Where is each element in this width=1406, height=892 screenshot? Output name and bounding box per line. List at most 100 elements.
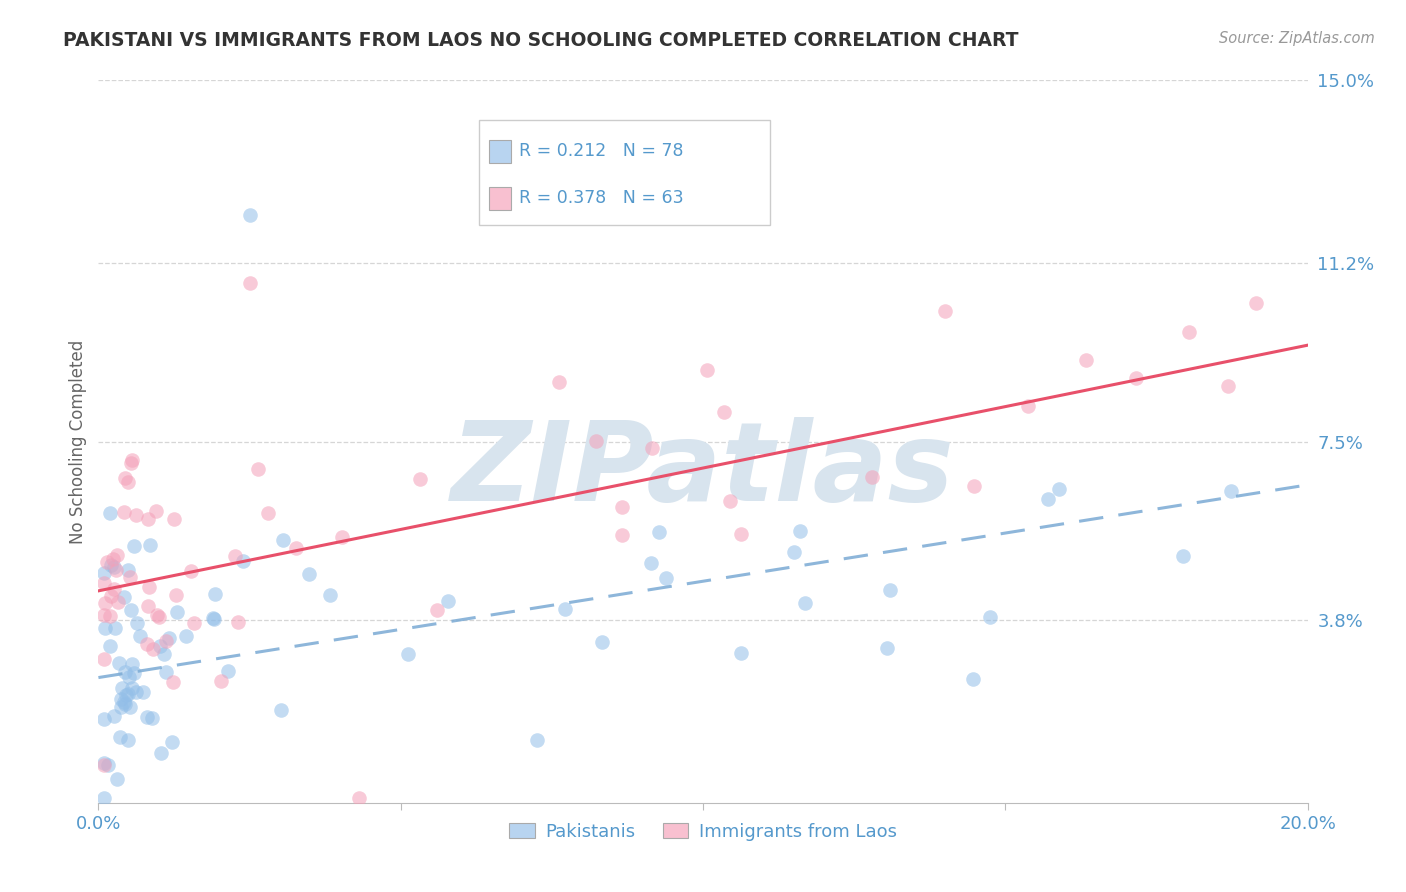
Point (232, 554, 254, 568)
Y-axis label: No Schooling Completed: No Schooling Completed (69, 340, 87, 543)
Point (110, 691, 132, 706)
Point (149, 746, 172, 760)
Point (115, 688, 138, 702)
Point (696, 362, 718, 376)
Point (409, 473, 432, 487)
Point (103, 709, 125, 723)
Point (330, 530, 353, 544)
Point (122, 665, 145, 680)
Point (319, 588, 342, 602)
Point (1076, 353, 1098, 368)
Point (93, 576, 115, 591)
Point (1244, 296, 1267, 310)
Point (713, 405, 735, 419)
Point (98, 506, 121, 520)
Point (284, 541, 307, 555)
Bar (489, 187, 510, 211)
Point (163, 512, 186, 526)
Point (396, 648, 419, 662)
Point (103, 582, 125, 596)
Point (1216, 379, 1239, 393)
Point (548, 376, 571, 390)
Point (640, 556, 662, 570)
Point (105, 772, 128, 786)
Point (97, 758, 120, 772)
Point (793, 596, 815, 610)
Point (157, 631, 180, 645)
Point (160, 735, 183, 749)
Point (298, 567, 321, 582)
Point (204, 587, 226, 601)
Point (121, 452, 143, 467)
Point (180, 564, 202, 578)
Point (105, 563, 128, 577)
Point (963, 478, 986, 492)
Point (145, 607, 167, 622)
Point (93, 757, 115, 772)
Point (93, 607, 115, 622)
Point (876, 641, 898, 656)
Point (226, 615, 249, 629)
Text: Source: ZipAtlas.com: Source: ZipAtlas.com (1219, 31, 1375, 46)
Point (114, 665, 136, 679)
Point (93, 791, 115, 805)
Point (114, 471, 136, 485)
Point (201, 611, 224, 625)
Point (270, 703, 292, 717)
Point (132, 685, 155, 699)
Point (962, 672, 984, 686)
Point (1171, 549, 1194, 563)
Legend: Pakistanis, Immigrants from Laos: Pakistanis, Immigrants from Laos (502, 815, 904, 848)
Point (152, 647, 174, 661)
Point (120, 602, 142, 616)
Point (526, 733, 548, 747)
Point (1125, 370, 1147, 384)
Point (934, 304, 956, 318)
Point (148, 609, 170, 624)
Point (117, 687, 139, 701)
Point (112, 590, 135, 604)
Text: R = 0.212   N = 78: R = 0.212 N = 78 (519, 142, 683, 160)
Point (93, 596, 115, 610)
Point (93, 566, 115, 580)
Point (1036, 492, 1059, 507)
Point (879, 582, 901, 597)
Point (789, 524, 811, 538)
Point (118, 699, 141, 714)
Point (138, 580, 160, 594)
Point (149, 639, 172, 653)
Point (217, 664, 239, 678)
Point (162, 674, 184, 689)
Point (1177, 325, 1199, 339)
Text: R = 0.378   N = 63: R = 0.378 N = 63 (519, 189, 683, 207)
Point (94, 621, 117, 635)
Point (108, 656, 131, 670)
Point (104, 621, 127, 635)
Point (142, 641, 165, 656)
Point (112, 505, 135, 519)
Point (641, 442, 664, 456)
Point (246, 462, 269, 476)
Point (239, 208, 262, 222)
Point (96, 555, 118, 569)
Point (121, 681, 143, 695)
Point (730, 527, 752, 541)
Point (136, 512, 159, 526)
Point (136, 599, 159, 613)
Point (426, 603, 449, 617)
Point (204, 612, 226, 626)
Point (718, 494, 741, 508)
Point (122, 539, 145, 553)
Point (93, 652, 115, 666)
Point (209, 674, 232, 689)
Point (98, 639, 121, 653)
Point (239, 276, 262, 290)
Point (1047, 482, 1070, 496)
Point (165, 589, 187, 603)
Point (647, 524, 669, 539)
Point (183, 615, 205, 630)
Point (120, 457, 142, 471)
Point (103, 559, 125, 574)
Point (114, 698, 136, 712)
Point (105, 548, 128, 562)
